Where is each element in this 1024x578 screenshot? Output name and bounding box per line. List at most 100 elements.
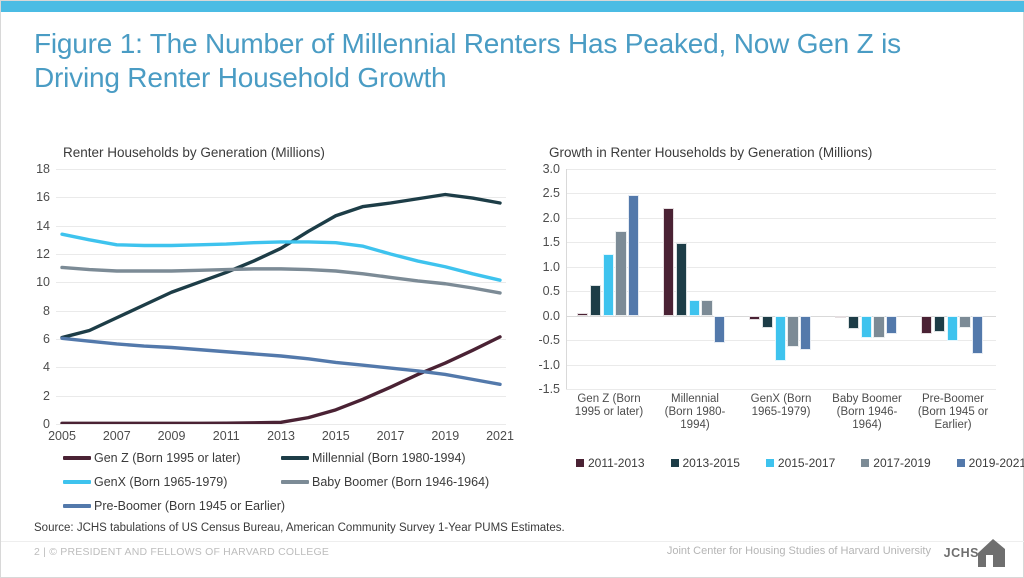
bar xyxy=(749,315,761,320)
x-axis-category-label: GenX (Born 1965-1979) xyxy=(750,393,812,418)
bar xyxy=(946,315,958,342)
bar xyxy=(577,313,589,316)
x-axis-tick: 2017 xyxy=(376,429,405,443)
legend-swatch-icon xyxy=(63,480,91,484)
legend-swatch-icon xyxy=(956,459,965,467)
x-axis-tick: 2013 xyxy=(267,429,295,443)
gridline xyxy=(56,310,506,312)
bar xyxy=(972,315,984,354)
bar xyxy=(860,315,872,338)
legend-item-0[interactable]: Gen Z (Born 1995 or later) xyxy=(63,451,241,465)
legend-label: Baby Boomer (Born 1946-1964) xyxy=(312,475,490,489)
y-axis-tick: 0.5 xyxy=(542,284,560,299)
bar xyxy=(628,194,640,316)
bar-legend-item-1[interactable]: 2013-2015 xyxy=(670,456,740,470)
y-axis-tick: -1.0 xyxy=(538,357,560,372)
organization-name: Joint Center for Housing Studies of Harv… xyxy=(666,545,931,557)
legend-label: Pre-Boomer (Born 1945 or Earlier) xyxy=(94,499,286,513)
y-axis-tick: 4 xyxy=(43,360,50,375)
legend-label: 2013-2015 xyxy=(682,456,740,470)
y-axis-line xyxy=(566,169,567,389)
bar xyxy=(663,207,675,316)
left-chart-plot-area: 0 2 4 6 8 10 12 14 16 18 xyxy=(36,162,506,431)
x-axis-tick: 2009 xyxy=(157,429,186,443)
legend-item-3[interactable]: Baby Boomer (Born 1946-1964) xyxy=(281,475,489,489)
jchs-wordmark: JCHS xyxy=(943,546,979,560)
bar xyxy=(886,315,898,335)
y-axis-tick: 6 xyxy=(43,332,50,346)
y-axis-tick: 2.5 xyxy=(542,186,560,201)
bar xyxy=(847,315,860,330)
gridline xyxy=(566,364,996,366)
bar xyxy=(774,315,786,362)
bar-legend-item-2[interactable]: 2015-2017 xyxy=(765,456,836,470)
bar xyxy=(933,315,946,332)
bar-legend-item-3[interactable]: 2017-2019 xyxy=(861,456,931,470)
x-axis-category-label: Gen Z (Born 1995 or later) xyxy=(574,393,644,418)
gridline xyxy=(566,266,996,268)
legend-swatch-icon xyxy=(63,504,91,508)
left-chart-legend: Gen Z (Born 1995 or later) Millennial (Bo… xyxy=(1,451,521,521)
left-chart-lines xyxy=(60,192,502,424)
gridline xyxy=(56,424,506,425)
y-axis-tick: 2 xyxy=(43,388,50,403)
legend-label: Gen Z (Born 1995 or later) xyxy=(94,451,241,465)
x-axis-category-label: Baby Boomer (Born 1946- 1964) xyxy=(832,393,902,431)
legend-label: Millennial (Born 1980-1994) xyxy=(312,451,466,465)
line-series-2 xyxy=(60,232,502,282)
legend-label: 2019-2021 xyxy=(968,456,1024,470)
bar xyxy=(688,299,700,316)
bar xyxy=(714,315,726,343)
footer-divider xyxy=(1,541,1024,542)
legend-label: GenX (Born 1965-1979) xyxy=(94,475,228,489)
gridline xyxy=(56,225,506,227)
x-axis-tick: 2007 xyxy=(102,429,131,443)
chart-panel-renter-households: Renter Households by Generation (Million… xyxy=(1,131,521,513)
bar-legend-item-0[interactable]: 2011-2013 xyxy=(576,456,645,470)
line-series-4 xyxy=(60,336,502,387)
bar xyxy=(835,315,847,319)
copyright-text: 2 | © PRESIDENT AND FELLOWS OF HARVARD C… xyxy=(34,546,330,558)
gridline xyxy=(56,395,506,397)
gridline xyxy=(566,291,996,293)
line-series-3 xyxy=(60,265,502,295)
jchs-house-logo-icon xyxy=(978,539,1005,567)
y-axis-tick: 1.5 xyxy=(542,235,560,250)
y-axis-tick: 8 xyxy=(43,303,50,318)
legend-item-1[interactable]: Millennial (Born 1980-1994) xyxy=(281,451,466,465)
gridline xyxy=(566,169,996,170)
y-axis-tick: 18 xyxy=(36,162,50,176)
gridline xyxy=(566,242,996,244)
bar xyxy=(959,315,971,328)
bar xyxy=(873,315,885,338)
x-axis-tick: 2021 xyxy=(486,429,514,443)
x-axis-tick: 2015 xyxy=(321,429,350,443)
legend-swatch-icon xyxy=(765,459,774,467)
bar-legend-item-4[interactable]: 2019-2021 xyxy=(956,456,1024,470)
gridline xyxy=(56,197,506,199)
bar xyxy=(800,315,812,350)
legend-swatch-icon xyxy=(281,456,309,460)
legend-item-2[interactable]: GenX (Born 1965-1979) xyxy=(63,475,227,489)
legend-label: 2015-2017 xyxy=(777,456,836,470)
y-axis-tick: 2.0 xyxy=(542,210,560,225)
source-note: Source: JCHS tabulations of US Census Bu… xyxy=(34,522,565,534)
legend-swatch-icon xyxy=(63,456,91,460)
gridline xyxy=(56,339,506,340)
legend-label: 2011-2013 xyxy=(588,456,645,470)
bar xyxy=(761,315,774,328)
legend-swatch-icon xyxy=(861,459,870,467)
right-chart-legend: 2011-2013 2013-2015 2015-2017 2017-2019 2019… xyxy=(576,456,1024,470)
legend-item-4[interactable]: Pre-Boomer (Born 1945 or Earlier) xyxy=(63,499,285,513)
y-axis-tick: -0.5 xyxy=(538,333,560,348)
gridline xyxy=(566,389,996,390)
y-axis-tick: 10 xyxy=(36,275,50,290)
y-axis-tick: 1.0 xyxy=(542,259,560,274)
legend-label: 2017-2019 xyxy=(873,456,931,470)
bar xyxy=(589,285,602,316)
line-series-0 xyxy=(60,335,502,424)
gridline xyxy=(566,217,996,219)
x-axis-tick: 2011 xyxy=(212,429,240,443)
bar xyxy=(675,242,688,316)
